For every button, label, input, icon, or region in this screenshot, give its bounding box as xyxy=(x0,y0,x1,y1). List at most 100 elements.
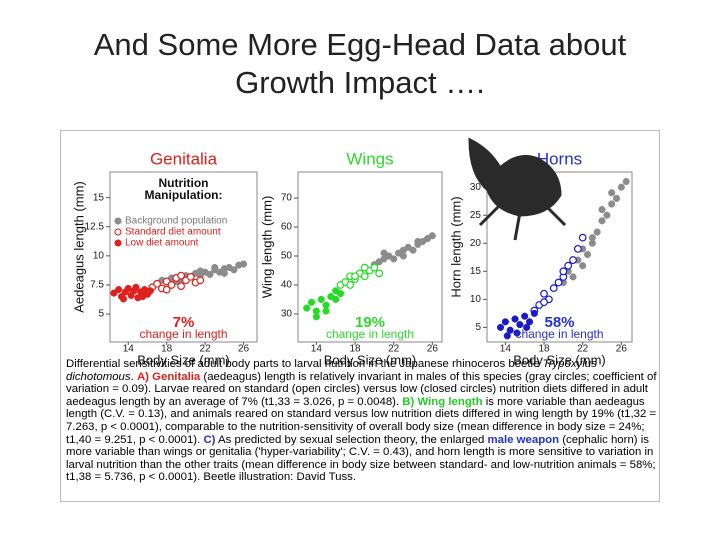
point xyxy=(506,326,514,334)
x-tick-label: 26 xyxy=(238,344,250,355)
point xyxy=(540,289,548,298)
y-tick-label: 10 xyxy=(93,250,105,261)
annotation-text: change in length xyxy=(515,327,603,341)
point xyxy=(608,200,616,208)
point xyxy=(332,295,340,303)
point xyxy=(530,309,538,317)
point xyxy=(139,293,147,301)
point xyxy=(196,267,204,275)
y-tick-label: 60 xyxy=(281,222,293,233)
panel-title: Wings xyxy=(346,149,393,168)
y-tick-label: 20 xyxy=(470,238,482,249)
x-tick-label: 18 xyxy=(538,344,550,355)
caption-text: (aedeagus) length is relatively invarian… xyxy=(66,370,657,408)
legend-marker xyxy=(114,228,122,236)
caption-highlight: B) Wing length xyxy=(402,395,483,408)
x-axis-label: Body Size (mm) xyxy=(137,352,229,367)
point xyxy=(360,272,369,281)
slide-title: And Some More Egg-Head Data about Growth… xyxy=(0,26,720,102)
y-axis-label: Horn length (mm) xyxy=(448,196,463,297)
point xyxy=(119,295,128,303)
caption-highlight: male weapon xyxy=(487,433,560,446)
point xyxy=(608,189,616,197)
point xyxy=(573,244,582,253)
point xyxy=(564,261,573,270)
point xyxy=(177,271,185,280)
x-axis-label: Body Size (mm) xyxy=(513,352,605,367)
point xyxy=(409,246,417,254)
point xyxy=(501,318,509,326)
point xyxy=(603,211,611,219)
point xyxy=(375,269,384,278)
legend-label: Background population xyxy=(125,216,227,227)
point xyxy=(549,284,558,293)
y-tick-label: 40 xyxy=(281,280,293,291)
legend-title: Nutrition xyxy=(159,176,209,190)
legend-label: Low diet amount xyxy=(125,238,199,249)
plot-frame xyxy=(297,171,443,343)
x-tick-label: 14 xyxy=(311,344,323,355)
point xyxy=(346,281,355,289)
y-tick-label: 7.5 xyxy=(90,280,104,291)
point xyxy=(428,232,436,240)
point xyxy=(380,249,388,257)
point xyxy=(414,237,422,246)
point xyxy=(559,267,568,276)
point xyxy=(583,250,592,259)
point xyxy=(554,278,563,287)
point xyxy=(351,272,359,281)
x-tick-label: 18 xyxy=(161,344,173,355)
point xyxy=(322,307,330,315)
x-tick-label: 14 xyxy=(123,344,135,355)
annotation-percent: 58% xyxy=(544,314,574,331)
point xyxy=(177,282,185,291)
y-tick-label: 50 xyxy=(281,251,293,262)
beetle-illustration xyxy=(468,137,567,241)
y-tick-label: 12.5 xyxy=(85,221,105,232)
point xyxy=(132,283,140,291)
title-line: And Some More Egg-Head Data about xyxy=(93,27,627,62)
y-tick-label: 5 xyxy=(98,309,104,320)
legend-marker xyxy=(114,239,122,247)
point xyxy=(206,270,214,279)
point xyxy=(399,252,407,260)
point xyxy=(523,323,531,331)
y-tick-label: 25 xyxy=(470,210,482,221)
point xyxy=(622,177,630,186)
point xyxy=(186,272,195,281)
point xyxy=(370,263,379,272)
x-tick-label: 26 xyxy=(427,344,439,355)
x-tick-label: 22 xyxy=(577,344,589,355)
legend-title: Manipulation: xyxy=(145,188,223,202)
point xyxy=(211,263,219,272)
point xyxy=(312,313,320,321)
annotation-text: change in length xyxy=(326,327,414,341)
point xyxy=(569,256,577,264)
x-tick-label: 26 xyxy=(616,344,628,355)
point xyxy=(598,206,606,214)
point xyxy=(617,183,625,191)
point xyxy=(511,315,519,323)
point xyxy=(360,263,369,272)
caption-highlight: A) Genitalia xyxy=(136,370,201,383)
y-tick-label: 30 xyxy=(470,182,482,193)
caption: Differential sensitivities of adult body… xyxy=(66,358,658,484)
y-tick-label: 30 xyxy=(281,309,293,320)
point xyxy=(115,286,123,294)
y-tick-label: 10 xyxy=(470,294,482,305)
caption-highlight: C) xyxy=(203,433,216,446)
y-axis-label: Wing length (mm) xyxy=(259,196,274,299)
point xyxy=(390,255,398,263)
point xyxy=(521,312,529,320)
caption-text: (cephalic horn) is more variable than wi… xyxy=(66,433,656,484)
point xyxy=(579,262,587,270)
legend-box xyxy=(112,174,255,252)
caption-text: Differential sensitivities of adult body… xyxy=(66,358,543,370)
point xyxy=(153,279,161,288)
point xyxy=(525,318,534,326)
caption-text: . xyxy=(130,370,137,383)
caption-text: is more variable than aedeagus length (C… xyxy=(66,395,657,446)
title-line: Growth Impact …. xyxy=(235,65,485,100)
y-tick-label: 15 xyxy=(470,266,482,277)
